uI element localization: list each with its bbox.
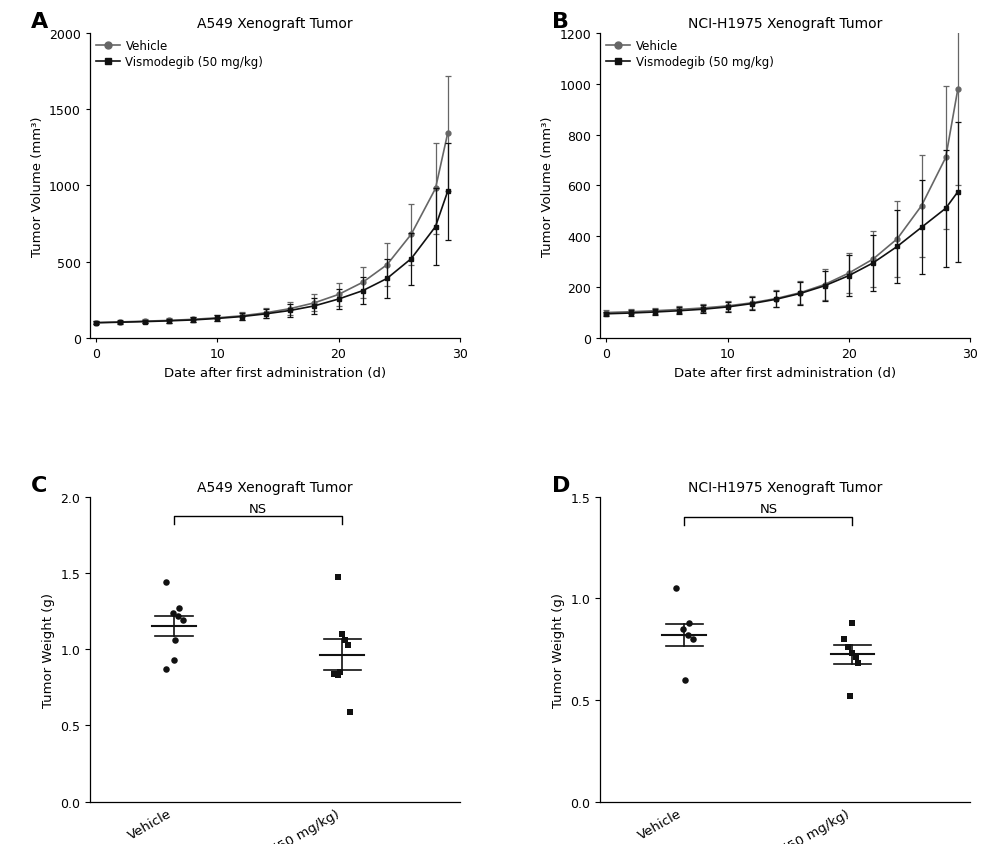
Point <box>165 606 181 619</box>
Text: B: B <box>552 13 569 32</box>
Point <box>326 667 342 680</box>
Title: NCI-H1975 Xenograft Tumor: NCI-H1975 Xenograft Tumor <box>688 480 882 495</box>
X-axis label: Date after first administration (d): Date after first administration (d) <box>164 366 386 379</box>
Title: NCI-H1975 Xenograft Tumor: NCI-H1975 Xenograft Tumor <box>688 17 882 31</box>
Text: C: C <box>31 476 47 495</box>
Text: NS: NS <box>759 503 777 516</box>
Point <box>342 705 358 718</box>
Point <box>848 651 864 664</box>
Point <box>677 674 693 687</box>
Point <box>170 609 186 623</box>
Point <box>840 641 856 654</box>
Y-axis label: Tumor Volume (mm³): Tumor Volume (mm³) <box>31 116 44 257</box>
Y-axis label: Tumor Weight (g): Tumor Weight (g) <box>552 592 565 706</box>
Point <box>844 616 860 630</box>
Title: A549 Xenograft Tumor: A549 Xenograft Tumor <box>197 17 353 31</box>
Point <box>158 576 174 589</box>
Point <box>167 634 183 647</box>
Point <box>334 627 350 641</box>
Point <box>330 668 346 682</box>
Text: D: D <box>552 476 571 495</box>
Point <box>681 616 697 630</box>
Title: A549 Xenograft Tumor: A549 Xenograft Tumor <box>197 480 353 495</box>
X-axis label: Date after first administration (d): Date after first administration (d) <box>674 366 896 379</box>
Point <box>685 632 701 646</box>
Point <box>158 663 174 676</box>
Point <box>337 634 353 647</box>
Point <box>844 647 860 660</box>
Y-axis label: Tumor Volume (mm³): Tumor Volume (mm³) <box>541 116 554 257</box>
Point <box>171 602 187 615</box>
Y-axis label: Tumor Weight (g): Tumor Weight (g) <box>42 592 55 706</box>
Point <box>175 614 191 627</box>
Legend: Vehicle, Vismodegib (50 mg/kg): Vehicle, Vismodegib (50 mg/kg) <box>96 40 263 69</box>
Point <box>330 571 346 585</box>
Point <box>166 653 182 667</box>
Point <box>850 657 866 670</box>
Point <box>680 629 696 642</box>
Point <box>836 632 852 646</box>
Point <box>842 690 858 703</box>
Point <box>340 638 356 652</box>
Text: NS: NS <box>249 502 267 516</box>
Legend: Vehicle, Vismodegib (50 mg/kg): Vehicle, Vismodegib (50 mg/kg) <box>606 40 774 69</box>
Point <box>675 622 691 636</box>
Text: A: A <box>31 13 48 32</box>
Point <box>332 666 348 679</box>
Point <box>668 582 684 595</box>
